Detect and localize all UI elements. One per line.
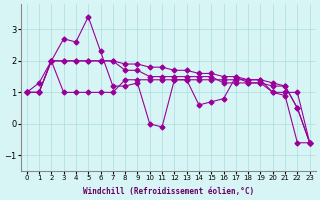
X-axis label: Windchill (Refroidissement éolien,°C): Windchill (Refroidissement éolien,°C) bbox=[83, 187, 254, 196]
